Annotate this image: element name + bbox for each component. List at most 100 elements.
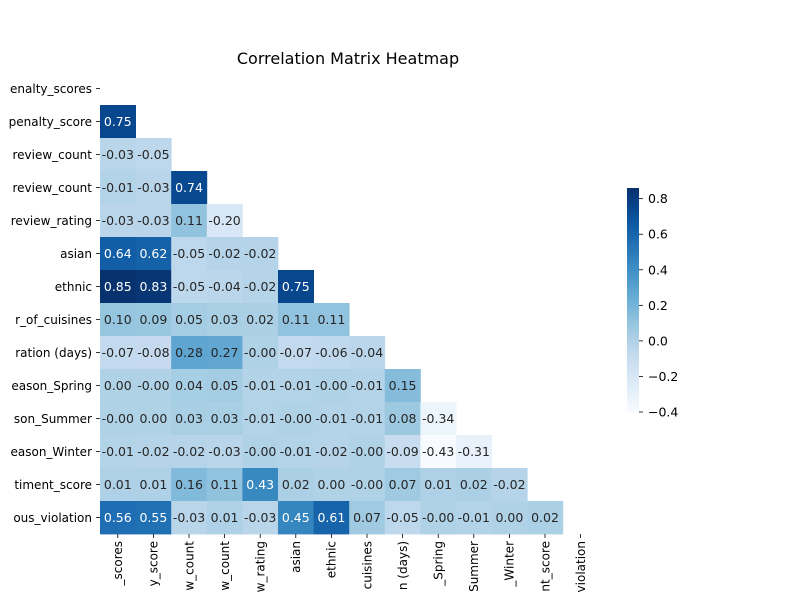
- cell-value-label: -0.02: [173, 444, 205, 459]
- heatmap-cell: [456, 435, 492, 469]
- cell-value-label: 0.03: [211, 411, 239, 426]
- heatmap-cell: [349, 402, 386, 436]
- heatmap-cell: [349, 435, 386, 469]
- heatmap-cell: [384, 402, 421, 436]
- heatmap-cell: [206, 270, 243, 304]
- cell-value-label: -0.01: [244, 378, 276, 393]
- heatmap-cell: [100, 336, 136, 370]
- cell-value-label: 0.45: [282, 510, 310, 525]
- heatmap-cell: [349, 501, 386, 535]
- column-tick-label: _Spring: [432, 541, 446, 587]
- heatmap-cell: [278, 468, 314, 502]
- heatmap-cell: [206, 402, 243, 436]
- heatmap-cell: [135, 402, 172, 436]
- heatmap-cell: [278, 501, 314, 535]
- column-tick-label: _Winter: [503, 541, 517, 588]
- heatmap-cell: [171, 435, 208, 469]
- heatmap-cell: [100, 204, 136, 238]
- column-tick-label: y_score: [147, 541, 161, 586]
- column-tick-label: _scores: [111, 541, 125, 587]
- heatmap-cell: [384, 501, 421, 535]
- heatmap-cell: [100, 270, 136, 304]
- cell-value-label: 0.10: [104, 312, 132, 327]
- colorbar-tick-label: 0.0: [648, 333, 668, 348]
- row-tick-label: eason_Winter: [11, 445, 93, 459]
- heatmap-cell: [278, 270, 314, 304]
- cell-value-label: -0.01: [244, 411, 276, 426]
- heatmap-cell: [420, 468, 457, 502]
- cell-value-label: 0.07: [353, 510, 381, 525]
- cell-value-label: -0.05: [173, 246, 205, 261]
- cell-value-label: 0.04: [175, 378, 203, 393]
- column-tick-label: Summer: [467, 541, 481, 592]
- heatmap-cell: [420, 435, 457, 469]
- cell-value-label: 0.05: [211, 378, 239, 393]
- cell-value-label: -0.00: [137, 378, 169, 393]
- column-tick-label: cuisines: [360, 541, 374, 589]
- cell-value-label: -0.03: [137, 213, 169, 228]
- heatmap-cell: [278, 435, 314, 469]
- cell-value-label: 0.00: [104, 378, 132, 393]
- heatmap-cell: [171, 369, 208, 403]
- heatmap-cell: [171, 468, 208, 502]
- heatmap-cell: [206, 369, 243, 403]
- heatmap-cell: [135, 171, 172, 205]
- cell-value-label: 0.02: [246, 312, 274, 327]
- cell-value-label: -0.00: [244, 444, 276, 459]
- heatmap-cells: [100, 105, 564, 535]
- cell-value-label: 0.74: [175, 180, 203, 195]
- cell-value-label: 0.08: [389, 411, 417, 426]
- cell-value-label: -0.00: [102, 411, 134, 426]
- heatmap-cell: [135, 237, 172, 271]
- cell-value-label: -0.31: [458, 444, 490, 459]
- cell-value-label: -0.02: [493, 477, 525, 492]
- heatmap-cell: [242, 501, 279, 535]
- cell-value-label: -0.08: [137, 345, 169, 360]
- cell-value-label: -0.01: [351, 411, 383, 426]
- cell-value-label: 0.28: [175, 345, 203, 360]
- cell-value-label: 0.27: [211, 345, 239, 360]
- cell-value-label: -0.00: [351, 444, 383, 459]
- colorbar-gradient: [627, 188, 639, 412]
- heatmap-cell: [135, 435, 172, 469]
- heatmap-cell: [384, 435, 421, 469]
- cell-value-label: -0.03: [102, 147, 134, 162]
- heatmap-cell: [100, 105, 136, 139]
- cell-value-label: -0.01: [280, 444, 312, 459]
- row-tick-label: ration (days): [15, 346, 92, 360]
- cell-value-label: 0.09: [139, 312, 167, 327]
- cell-value-label: -0.00: [244, 345, 276, 360]
- row-tick-labels: enalty_scorespenalty_scorereview_countre…: [9, 82, 100, 525]
- heatmap-cell: [100, 501, 136, 535]
- heatmap-cell: [242, 270, 279, 304]
- heatmap-cell: [100, 237, 136, 271]
- cell-value-label: 0.00: [317, 477, 345, 492]
- cell-value-label: -0.05: [386, 510, 418, 525]
- row-tick-label: ethnic: [55, 280, 92, 294]
- heatmap-cell: [278, 402, 314, 436]
- cell-value-label: 0.61: [317, 510, 345, 525]
- cell-value-label: 0.01: [139, 477, 167, 492]
- cell-value-label: 0.00: [139, 411, 167, 426]
- cell-value-label: 0.15: [389, 378, 417, 393]
- cell-value-label: -0.03: [208, 444, 240, 459]
- heatmap-cell: [135, 303, 172, 337]
- heatmap-cell: [384, 468, 421, 502]
- column-tick-label: w_rating: [254, 541, 268, 592]
- row-tick-label: enalty_scores: [10, 82, 92, 96]
- cell-value-label: 0.43: [246, 477, 274, 492]
- heatmap-cell: [100, 369, 136, 403]
- heatmap-cell: [171, 303, 208, 337]
- heatmap-cell: [100, 435, 136, 469]
- heatmap-cell: [100, 468, 136, 502]
- cell-value-label: -0.02: [315, 444, 347, 459]
- colorbar-tick-label: −0.4: [648, 405, 678, 420]
- heatmap-cell: [135, 204, 172, 238]
- cell-value-label: -0.02: [137, 444, 169, 459]
- heatmap-cell: [313, 369, 350, 403]
- row-tick-label: son_Summer: [14, 412, 92, 426]
- colorbar-tick-label: 0.8: [648, 191, 668, 206]
- heatmap-cell: [135, 501, 172, 535]
- colorbar-tick-label: 0.4: [648, 262, 668, 277]
